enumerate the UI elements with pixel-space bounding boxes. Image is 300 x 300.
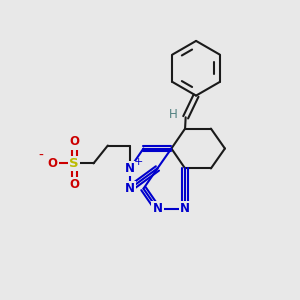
Text: O: O (69, 136, 79, 148)
Text: N: N (180, 202, 190, 215)
Text: N: N (125, 162, 135, 175)
Text: -: - (38, 149, 43, 163)
Text: S: S (69, 157, 79, 170)
Text: N: N (125, 182, 135, 195)
Text: O: O (48, 157, 58, 170)
Text: N: N (152, 202, 162, 215)
Text: O: O (69, 178, 79, 191)
Text: +: + (134, 157, 143, 167)
Text: H: H (169, 108, 178, 122)
